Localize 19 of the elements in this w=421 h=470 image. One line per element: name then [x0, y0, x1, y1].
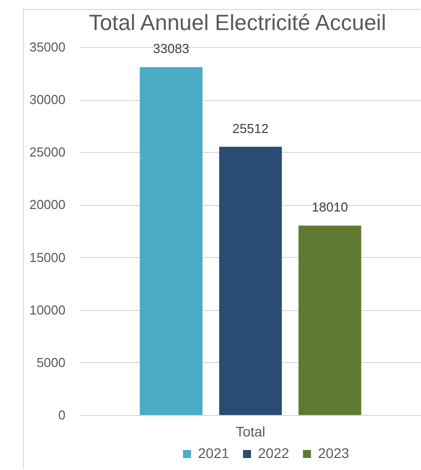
x-tick-label: Total — [236, 424, 266, 440]
y-tick-label: 15000 — [29, 250, 66, 265]
bar — [140, 67, 202, 415]
data-label: 33083 — [153, 41, 190, 56]
bar — [219, 146, 282, 415]
legend-label: 2023 — [318, 445, 350, 461]
data-label: 25512 — [232, 120, 269, 136]
data-label: 18010 — [312, 200, 348, 215]
chart-title: Total Annuel Electricité Accueil — [88, 10, 386, 35]
bar — [298, 226, 362, 415]
legend-label: 2021 — [198, 445, 230, 461]
y-tick-label: 10000 — [29, 302, 66, 318]
y-tick-label: 20000 — [29, 197, 66, 212]
y-tick-label: 5000 — [36, 354, 66, 370]
y-tick-label: 35000 — [29, 40, 66, 54]
y-tick-label: 30000 — [29, 92, 66, 108]
y-tick-label: 25000 — [29, 144, 66, 160]
y-tick-label: 0 — [58, 408, 66, 422]
legend-label: 2022 — [258, 445, 290, 461]
